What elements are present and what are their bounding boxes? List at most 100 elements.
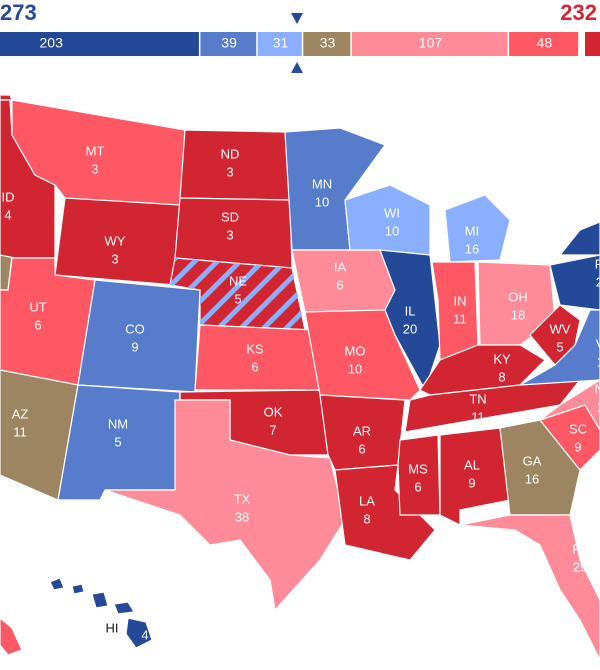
- state-shape: [113, 601, 135, 615]
- state-abbr: WV: [550, 321, 571, 336]
- state-votes: 5: [114, 434, 121, 449]
- state-shape: [0, 94, 13, 101]
- state: [179, 129, 291, 201]
- state-votes: 6: [358, 441, 365, 456]
- bar-segment-label: 203: [40, 35, 64, 51]
- state-abbr: TX: [234, 491, 251, 506]
- state-shape: [71, 583, 85, 595]
- state-votes: 4: [141, 627, 148, 642]
- state-votes: 10: [315, 194, 329, 209]
- midpoint-arrow: [291, 13, 303, 24]
- state: [539, 379, 600, 432]
- split-district-stripes: [170, 258, 305, 330]
- state-abbr: ND: [221, 146, 240, 161]
- state: [379, 249, 441, 392]
- state: [194, 324, 321, 391]
- state-abbr: NM: [108, 416, 128, 431]
- state-votes: 3: [226, 164, 233, 179]
- state-abbr: OK: [264, 404, 283, 419]
- bar-segment-label: 39: [221, 35, 237, 51]
- state-votes: 20: [403, 321, 417, 336]
- state-votes: 11: [471, 409, 485, 424]
- rep-total: 232: [560, 0, 597, 25]
- state-votes: 9: [468, 475, 475, 490]
- bar-segment-label: 48: [537, 35, 553, 51]
- bar-segment: [0, 32, 199, 56]
- state-votes: 3: [111, 251, 118, 266]
- state-abbr: LA: [359, 493, 375, 508]
- state-abbr: HI: [106, 620, 119, 635]
- bar-segment-edge: [585, 32, 600, 56]
- state-votes: 5: [234, 291, 241, 306]
- state-votes: 8: [498, 369, 505, 384]
- state-votes: 38: [235, 509, 249, 524]
- state-votes: 6: [34, 317, 41, 332]
- state-shape: [91, 591, 109, 609]
- state: [529, 304, 581, 366]
- state-abbr: PA: [595, 256, 600, 271]
- state-abbr: MT: [86, 143, 105, 158]
- state-abbr: MS: [408, 461, 428, 476]
- state-votes: 9: [574, 439, 581, 454]
- state: [444, 194, 511, 263]
- state-votes: 11: [453, 311, 467, 326]
- bar-segment-label: 107: [419, 35, 443, 51]
- state: [519, 309, 600, 386]
- state-shape: [0, 617, 23, 656]
- state-abbr: WI: [384, 205, 400, 220]
- state-abbr: NE: [229, 273, 247, 288]
- state-votes: 6: [251, 359, 258, 374]
- state-votes: 6: [414, 479, 421, 494]
- bar-segment: [257, 32, 302, 56]
- state: [125, 617, 153, 649]
- state-votes: 18: [511, 307, 525, 322]
- midpoint-arrow: [291, 62, 303, 73]
- bar-segment: [303, 32, 351, 56]
- state-shape: [558, 221, 600, 256]
- state-abbr: MO: [345, 343, 366, 358]
- state-votes: 16: [465, 241, 479, 256]
- state-shape: [49, 577, 65, 591]
- state-votes: 3: [91, 161, 98, 176]
- state-votes: 11: [13, 424, 27, 439]
- state: [549, 254, 600, 311]
- state-abbr: IA: [334, 259, 347, 274]
- state-abbr: CO: [125, 321, 145, 336]
- state-votes: 20: [596, 274, 600, 289]
- bar-segment: [509, 32, 579, 56]
- state-abbr: AR: [353, 423, 371, 438]
- state: [104, 399, 346, 612]
- state-votes: 4: [4, 207, 11, 222]
- state-votes: 8: [363, 511, 370, 526]
- state-abbr: SD: [221, 209, 239, 224]
- state-abbr: AZ: [12, 406, 29, 421]
- state-votes: 7: [269, 422, 276, 437]
- state-votes: 6: [336, 277, 343, 292]
- state-abbr: FL: [572, 541, 587, 556]
- state-abbr: WY: [105, 233, 126, 248]
- state-votes: 10: [348, 361, 362, 376]
- state: [499, 419, 581, 516]
- state-abbr: IN: [454, 293, 467, 308]
- state-abbr: AL: [464, 457, 480, 472]
- bar-segment-label: 31: [273, 35, 289, 51]
- bar-segment: [200, 32, 257, 56]
- state-votes: 9: [131, 339, 138, 354]
- state-abbr: VA: [596, 336, 600, 351]
- state-votes: 16: [525, 471, 539, 486]
- state-abbr: MN: [312, 176, 332, 191]
- state-abbr: OH: [508, 289, 528, 304]
- state-abbr: TN: [469, 391, 486, 406]
- state-abbr: KY: [493, 351, 511, 366]
- bar-segment: [351, 32, 508, 56]
- state-abbr: ID: [2, 189, 15, 204]
- state-abbr: IL: [405, 303, 416, 318]
- state-votes: 29: [573, 559, 587, 574]
- state-votes: 3: [226, 227, 233, 242]
- rating-bar: 203 39 31 33 107 48: [0, 32, 600, 56]
- state-abbr: GA: [523, 453, 542, 468]
- state: [459, 514, 600, 661]
- bar-segment-label: 33: [320, 35, 336, 51]
- state-votes: 5: [556, 339, 563, 354]
